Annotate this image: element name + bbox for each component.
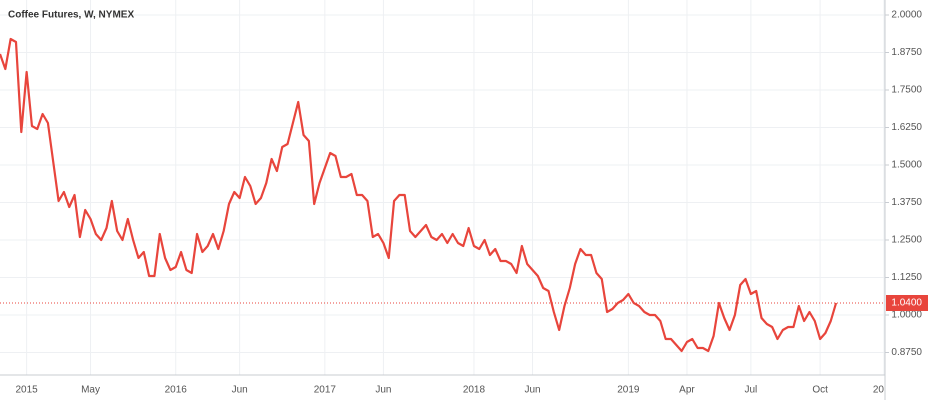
x-tick-label: May [81,385,100,396]
x-tick-label: Jun [375,385,391,396]
y-tick-label: 1.2500 [891,235,922,246]
last-price-label: 1.0400 [891,298,922,309]
y-tick-label: 1.0000 [891,310,922,321]
x-tick-label: Jun [232,385,248,396]
y-tick-label: 2.0000 [891,10,922,21]
y-tick-label: 1.8750 [891,47,922,58]
chart-title: Coffee Futures, W, NYMEX [8,10,134,21]
last-price-box [886,295,928,311]
price-line [0,37,838,353]
x-tick-label: 2015 [16,385,39,396]
x-tick-label: Oct [812,385,828,396]
x-tick-label: 2020 [873,385,896,396]
x-tick-label: Apr [679,385,695,396]
x-tick-label: Jul [744,385,757,396]
y-tick-label: 1.7500 [891,85,922,96]
y-tick-label: 1.1250 [891,272,922,283]
x-tick-label: 2018 [463,385,486,396]
x-tick-label: Jun [524,385,540,396]
y-tick-label: 1.3750 [891,197,922,208]
y-tick-label: 1.5000 [891,160,922,171]
axis-panel [885,0,929,400]
x-tick-label: 2019 [617,385,640,396]
y-tick-label: 1.6250 [891,122,922,133]
y-tick-label: 0.8750 [891,347,922,358]
x-tick-label: 2016 [165,385,188,396]
x-tick-label: 2017 [314,385,337,396]
